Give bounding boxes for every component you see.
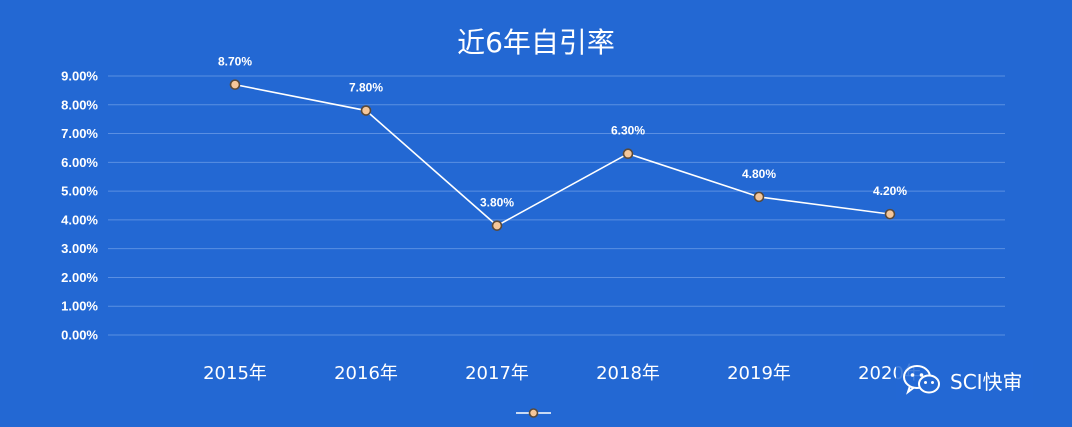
x-tick-label: 2018年 <box>596 363 660 384</box>
data-label: 3.80% <box>480 196 514 210</box>
y-tick-label: 9.00% <box>61 69 98 84</box>
data-label: 8.70% <box>218 55 252 69</box>
data-label: 4.80% <box>742 167 776 181</box>
data-point <box>360 105 372 116</box>
y-tick-label: 2.00% <box>61 270 98 285</box>
chart-title: 近6年自引率 <box>457 26 615 59</box>
y-axis-ticks: 0.00% 1.00% 2.00% 3.00% 4.00% 5.00% 6.00% 7.00%… <box>61 69 98 343</box>
data-point <box>229 79 241 90</box>
data-point <box>753 191 765 203</box>
data-point <box>491 220 503 231</box>
data-label: 4.20% <box>873 184 907 198</box>
series-line <box>234 83 891 227</box>
y-tick-label: 0.00% <box>61 328 98 343</box>
watermark-text: SCI快审 <box>950 369 1023 394</box>
x-tick-label: 2015年 <box>203 363 267 384</box>
y-tick-label: 3.00% <box>61 241 98 256</box>
x-tick-label: 2016年 <box>334 363 398 384</box>
y-tick-label: 1.00% <box>61 299 98 314</box>
y-tick-label: 5.00% <box>61 184 98 199</box>
y-tick-label: 7.00% <box>61 126 98 141</box>
data-point <box>884 208 896 220</box>
legend <box>516 408 551 418</box>
data-labels: 8.70% 7.80% 3.80% 6.30% 4.80% 4.20% <box>218 55 907 210</box>
data-label: 6.30% <box>611 124 645 138</box>
data-label: 7.80% <box>349 81 383 95</box>
grid-lines <box>108 75 1005 336</box>
x-axis-ticks: 2015年 2016年 2017年 2018年 2019年 2020年 <box>203 363 922 384</box>
y-tick-label: 6.00% <box>61 155 98 170</box>
watermark: SCI快审 <box>896 360 1033 400</box>
x-tick-label: 2019年 <box>727 363 791 384</box>
wechat-icon <box>903 365 940 395</box>
x-tick-label: 2017年 <box>465 363 529 384</box>
legend-marker <box>528 408 539 418</box>
data-markers <box>229 79 896 231</box>
y-tick-label: 4.00% <box>61 212 98 227</box>
data-point <box>622 148 634 159</box>
y-tick-label: 8.00% <box>61 97 98 112</box>
